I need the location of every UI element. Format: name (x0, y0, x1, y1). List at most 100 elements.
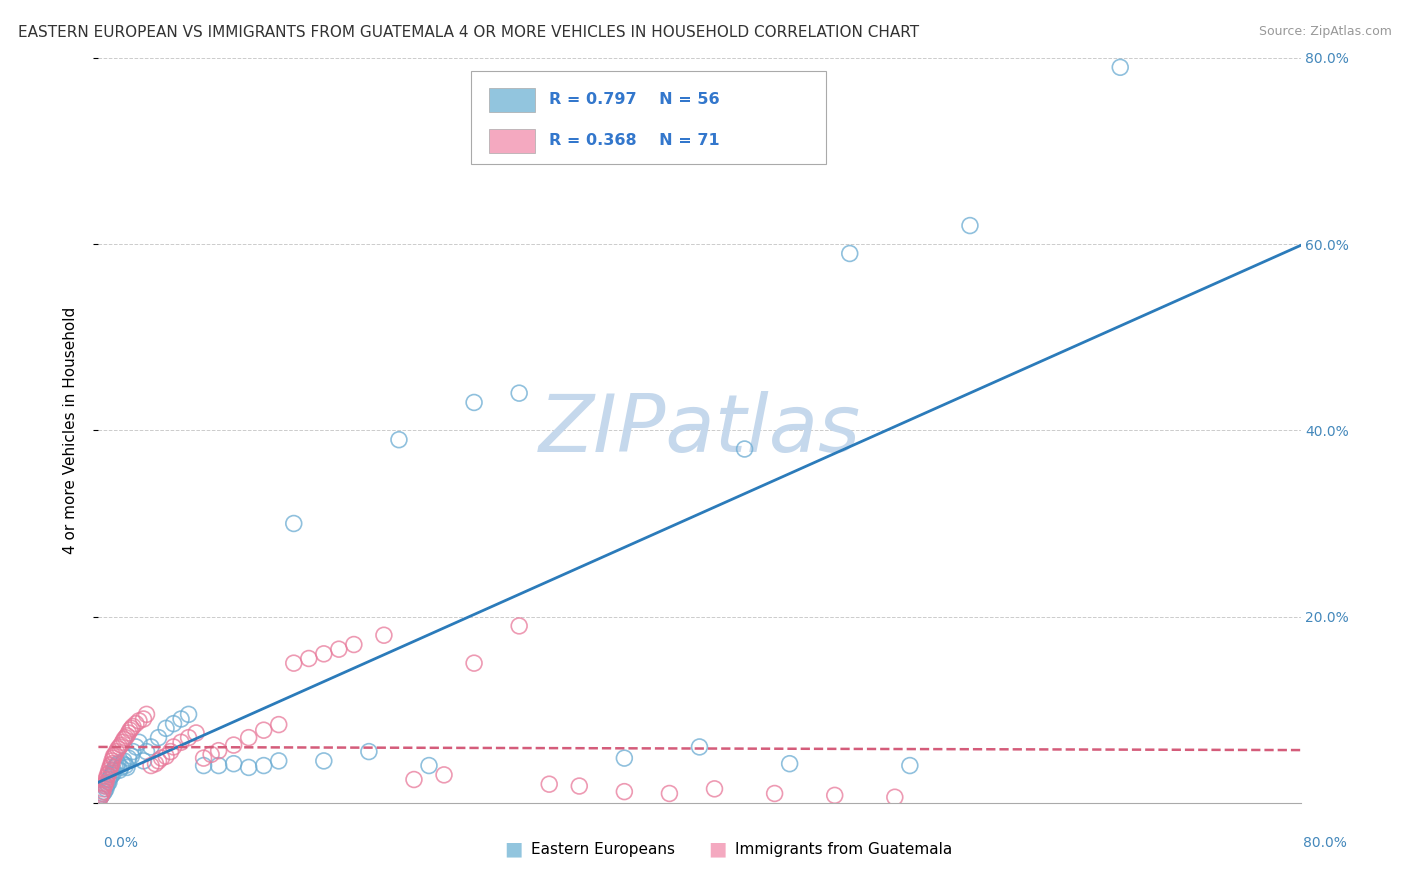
Text: 80.0%: 80.0% (1303, 836, 1347, 850)
Point (139, 758, 162, 772)
Point (463, 395, 485, 409)
Point (103, 766, 125, 780)
Point (613, 751, 636, 765)
Point (97, 766, 120, 780)
Point (177, 731, 200, 745)
Point (883, 790, 905, 805)
Point (125, 739, 148, 754)
Point (90, 789, 112, 803)
Point (103, 749, 125, 764)
Point (100, 758, 122, 772)
Point (105, 745, 128, 759)
Point (222, 738, 245, 752)
Point (135, 707, 157, 722)
Point (107, 741, 129, 756)
Point (107, 756, 129, 771)
Text: R = 0.368    N = 71: R = 0.368 N = 71 (550, 133, 720, 148)
Point (267, 754, 290, 768)
Point (253, 723, 276, 738)
Point (184, 726, 207, 740)
Point (89, 791, 111, 805)
Point (283, 656, 305, 670)
Point (328, 642, 350, 657)
Text: 0.0%: 0.0% (103, 836, 138, 850)
Point (103, 751, 125, 765)
Point (93, 777, 115, 791)
Point (402, 772, 425, 787)
Point (135, 745, 157, 759)
Point (343, 638, 366, 652)
Point (101, 768, 124, 782)
Point (162, 716, 184, 731)
Point (110, 760, 132, 774)
Point (94, 779, 117, 793)
Point (373, 628, 395, 642)
Point (238, 760, 260, 774)
Point (115, 760, 138, 774)
Point (90, 789, 112, 803)
Point (104, 747, 127, 762)
Point (388, 433, 411, 447)
Point (97, 775, 120, 789)
Text: ZIPatlas: ZIPatlas (538, 392, 860, 469)
Point (433, 768, 456, 782)
Point (91, 787, 114, 801)
Point (838, 246, 860, 260)
Point (538, 777, 561, 791)
Point (101, 756, 124, 771)
Y-axis label: 4 or more Vehicles in Household: 4 or more Vehicles in Household (63, 307, 77, 554)
Point (162, 739, 184, 754)
Point (312, 647, 335, 661)
Point (150, 751, 173, 765)
Point (170, 735, 193, 749)
Point (139, 739, 162, 754)
Point (222, 756, 245, 771)
Point (763, 787, 786, 801)
Point (111, 756, 134, 771)
Point (96, 768, 118, 782)
Point (128, 714, 150, 728)
Point (463, 656, 485, 670)
Point (108, 739, 131, 754)
Text: Eastern Europeans: Eastern Europeans (531, 842, 675, 856)
Point (112, 754, 135, 768)
Point (94, 772, 117, 787)
Point (200, 747, 222, 762)
Point (155, 721, 177, 735)
Text: ■: ■ (707, 839, 727, 859)
Point (170, 712, 193, 726)
Point (96, 770, 118, 784)
Point (91, 784, 114, 798)
Point (298, 651, 321, 665)
Point (96, 777, 118, 791)
Point (122, 719, 145, 733)
Point (91, 781, 114, 796)
Point (117, 726, 139, 740)
Point (568, 779, 591, 793)
Point (93, 784, 115, 798)
Point (94, 781, 117, 796)
Point (100, 770, 122, 784)
FancyBboxPatch shape (489, 87, 534, 112)
Point (132, 712, 155, 726)
Point (418, 758, 440, 772)
Point (100, 760, 122, 774)
Point (121, 749, 143, 764)
Point (898, 758, 921, 772)
Point (115, 729, 138, 743)
Point (155, 749, 177, 764)
Point (283, 516, 305, 531)
Point (97, 772, 120, 787)
Point (103, 763, 125, 777)
Point (108, 763, 131, 777)
Point (94, 775, 117, 789)
Point (267, 717, 290, 731)
Point (125, 716, 148, 731)
Point (128, 735, 150, 749)
Text: R = 0.797    N = 56: R = 0.797 N = 56 (550, 92, 720, 107)
FancyBboxPatch shape (489, 128, 534, 153)
Point (104, 760, 127, 774)
Point (193, 751, 215, 765)
Point (208, 758, 231, 772)
Text: Immigrants from Guatemala: Immigrants from Guatemala (735, 842, 953, 856)
